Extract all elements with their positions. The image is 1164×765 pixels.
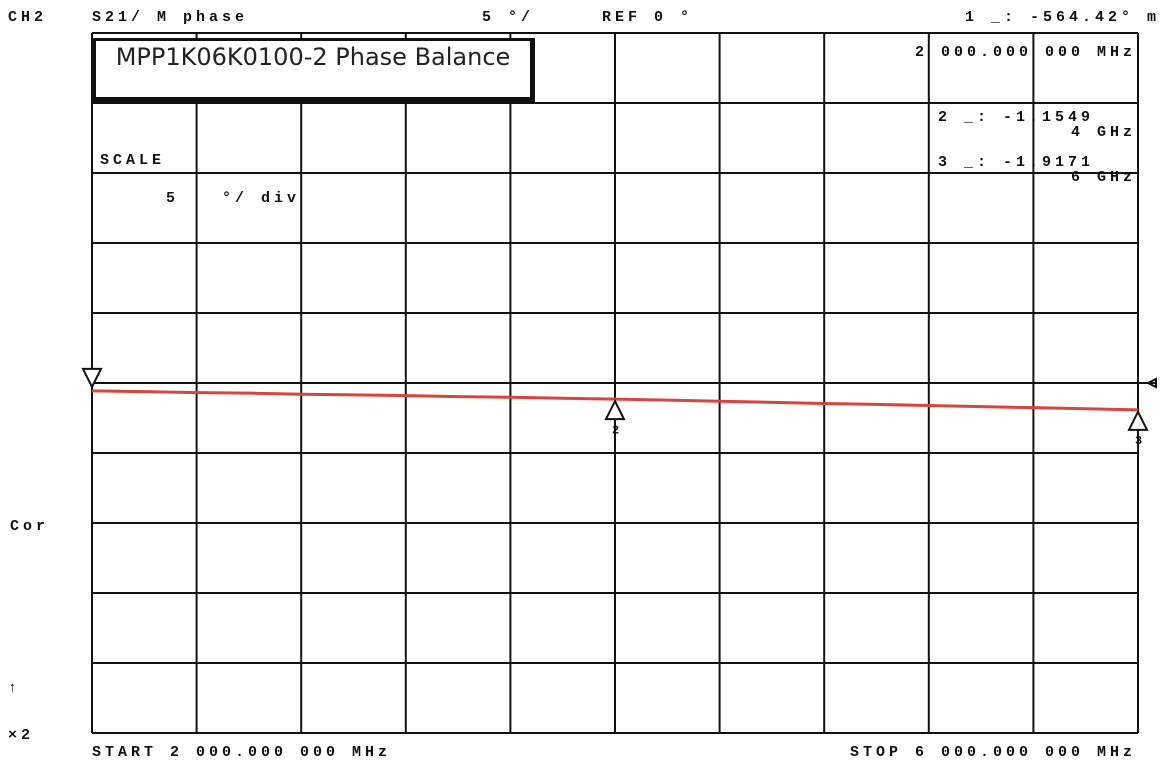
reference-indicator xyxy=(1138,377,1157,389)
marker xyxy=(81,367,103,390)
marker-frequency: 4 GHz xyxy=(1071,124,1136,141)
marker-readout: 2 _: -1.1549 xyxy=(938,109,1094,126)
scale-label: SCALE xyxy=(100,152,165,169)
factor: ×2 xyxy=(8,727,34,744)
channel: CH2 xyxy=(8,9,47,26)
parameter: S21/ M phase xyxy=(92,9,248,26)
marker-readout: 3 _: -1.9171 xyxy=(938,154,1094,171)
marker-label: 3 xyxy=(1135,434,1142,448)
marker-label: 2 xyxy=(612,423,619,437)
marker-frequency: 6 GHz xyxy=(1071,169,1136,186)
correction: Cor xyxy=(10,518,49,535)
scale-unit: °/ div xyxy=(222,190,300,207)
marker-readout: 1 _: -564.42° m xyxy=(965,9,1160,26)
scale-value: 5 xyxy=(166,190,179,207)
marker xyxy=(1127,409,1149,431)
chart-title: MPP1K06K0100-2 Phase Balance xyxy=(93,38,535,102)
start-label: START 2 000.000 000 MHz xyxy=(92,744,391,761)
marker-frequency: 2 000.000 000 MHz xyxy=(915,44,1136,61)
stop-label: STOP 6 000.000 000 MHz xyxy=(850,744,1136,761)
scale-short: 5 °/ xyxy=(482,9,534,26)
reference: REF 0 ° xyxy=(602,9,693,26)
arrow: ↑ xyxy=(8,680,21,697)
marker xyxy=(604,398,626,421)
